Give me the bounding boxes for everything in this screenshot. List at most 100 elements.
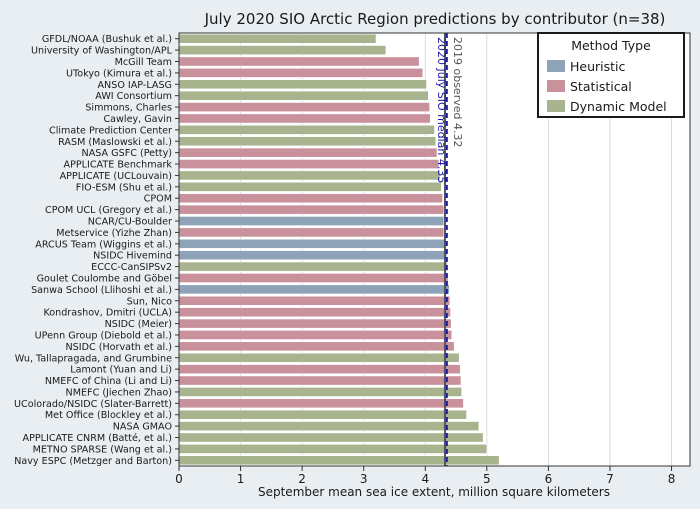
category-label: NSIDC (Horvath et al.) <box>65 342 172 353</box>
category-label: NCAR/CU-Boulder <box>88 217 172 228</box>
category-label: University of Washington/APL <box>31 46 173 57</box>
bar <box>178 216 444 226</box>
category-label: NASA GMAO <box>113 422 173 433</box>
category-label: NSIDC Hivemind <box>93 251 172 262</box>
x-tick-label: 1 <box>237 472 245 486</box>
bar <box>178 125 435 135</box>
bar <box>178 273 449 283</box>
bar <box>178 68 424 78</box>
category-label: UColorado/NSIDC (Slater-Barrett) <box>14 399 172 410</box>
bar <box>178 387 462 397</box>
legend-label: Heuristic <box>570 59 626 74</box>
bar <box>178 307 451 317</box>
bar <box>178 444 488 454</box>
x-tick-label: 7 <box>606 472 614 486</box>
bar <box>178 113 431 124</box>
x-tick-label: 3 <box>360 472 368 486</box>
category-label: APPLICATE Benchmark <box>64 160 173 171</box>
x-tick-label: 2 <box>298 472 306 486</box>
bar <box>178 45 387 55</box>
x-tick-labels: 0 1 2 3 4 5 6 7 8 <box>175 466 675 486</box>
legend-label: Statistical <box>570 79 632 94</box>
category-label: Cawley, Gavin <box>103 114 172 125</box>
category-label: Climate Prediction Center <box>49 125 172 136</box>
x-tick-label: 8 <box>668 472 676 486</box>
category-label: ANSO IAP-LASG <box>97 80 172 91</box>
reference-line-label: 2020 July SIO median 4.35 <box>435 37 448 183</box>
category-label: NSIDC (Meier) <box>105 319 172 330</box>
category-labels: GFDL/NOAA (Bushuk et al.)University of W… <box>14 34 179 467</box>
category-label: UPenn Group (Diebold et al.) <box>35 330 172 341</box>
bar <box>178 193 443 204</box>
bar <box>178 295 451 306</box>
x-tick-label: 5 <box>483 472 491 486</box>
bar <box>178 352 460 363</box>
bar <box>178 147 438 158</box>
bar <box>178 432 484 443</box>
category-label: Wu, Tallapragada, and Grumbine <box>15 353 172 364</box>
bar <box>178 318 452 329</box>
bar <box>178 170 441 181</box>
category-label: Met Office (Blockley et al.) <box>45 410 172 421</box>
bar <box>178 79 427 90</box>
category-label: McGill Team <box>115 57 172 68</box>
bar <box>178 250 448 261</box>
category-label: Metservice (Yizhe Zhan) <box>56 228 172 239</box>
category-label: Goulet Coulombe and Göbel <box>37 273 172 284</box>
bar <box>178 56 420 67</box>
bar <box>178 284 450 295</box>
category-label: NMEFC (Jiechen Zhao) <box>66 387 172 398</box>
bar <box>178 159 440 169</box>
category-label: FIO-ESM (Shu et al.) <box>76 182 172 193</box>
bar <box>178 261 448 272</box>
category-label: Sun, Nico <box>127 296 172 307</box>
x-tick-label: 6 <box>545 472 553 486</box>
x-tick-label: 4 <box>421 472 429 486</box>
bar <box>178 204 444 215</box>
bar <box>178 227 444 238</box>
legend-label: Dynamic Model <box>570 99 667 114</box>
category-label: GFDL/NOAA (Bushuk et al.) <box>42 34 172 45</box>
bar <box>178 409 467 420</box>
legend-swatch <box>547 100 565 112</box>
bar <box>178 102 430 112</box>
bar <box>178 182 442 192</box>
bar <box>178 341 455 352</box>
category-label: UTokyo (Kimura et al.) <box>66 68 172 79</box>
legend-items: Heuristic Statistical Dynamic Model <box>547 59 667 114</box>
legend: Method Type Heuristic Statistical Dynamic … <box>537 32 685 118</box>
category-label: CPOM <box>144 194 172 205</box>
bar <box>178 364 461 374</box>
category-label: APPLICATE CNRM (Batté, et al.) <box>23 432 172 444</box>
bar <box>178 90 429 101</box>
bar <box>178 330 452 340</box>
category-label: APPLICATE (UCLouvain) <box>60 171 172 182</box>
bar <box>178 238 447 249</box>
category-label: Kondrashov, Dmitri (UCLA) <box>43 308 172 319</box>
legend-swatch <box>547 60 565 72</box>
category-label: CPOM UCL (Gregory et al.) <box>45 205 172 216</box>
category-label: Simmons, Charles <box>85 103 172 114</box>
category-label: NMEFC of China (Li and Li) <box>45 376 172 387</box>
category-label: AWI Consortium <box>95 91 172 102</box>
category-label: ARCUS Team (Wiggins et al.) <box>35 239 172 250</box>
bar <box>178 398 464 409</box>
category-label: Lamont (Yuan and Li) <box>70 365 172 376</box>
category-label: METNO SPARSE (Wang et al.) <box>33 444 172 455</box>
category-label: ECCC-CanSIPSv2 <box>91 262 172 273</box>
bar <box>178 375 462 386</box>
bar <box>178 455 500 466</box>
category-label: RASM (Maslowski et al.) <box>58 137 172 148</box>
category-label: Navy ESPC (Metzger and Barton) <box>14 456 172 467</box>
reference-line-label: 2019 observed 4.32 <box>451 37 464 147</box>
x-tick-label: 0 <box>175 472 183 486</box>
legend-title: Method Type <box>571 38 651 53</box>
category-label: NASA GSFC (Petty) <box>82 148 172 159</box>
legend-swatch <box>547 80 565 92</box>
plot-frame <box>178 32 691 467</box>
category-label: Sanwa School (Llihoshi et al.) <box>31 285 172 296</box>
bar <box>178 136 436 147</box>
bar <box>178 421 480 431</box>
